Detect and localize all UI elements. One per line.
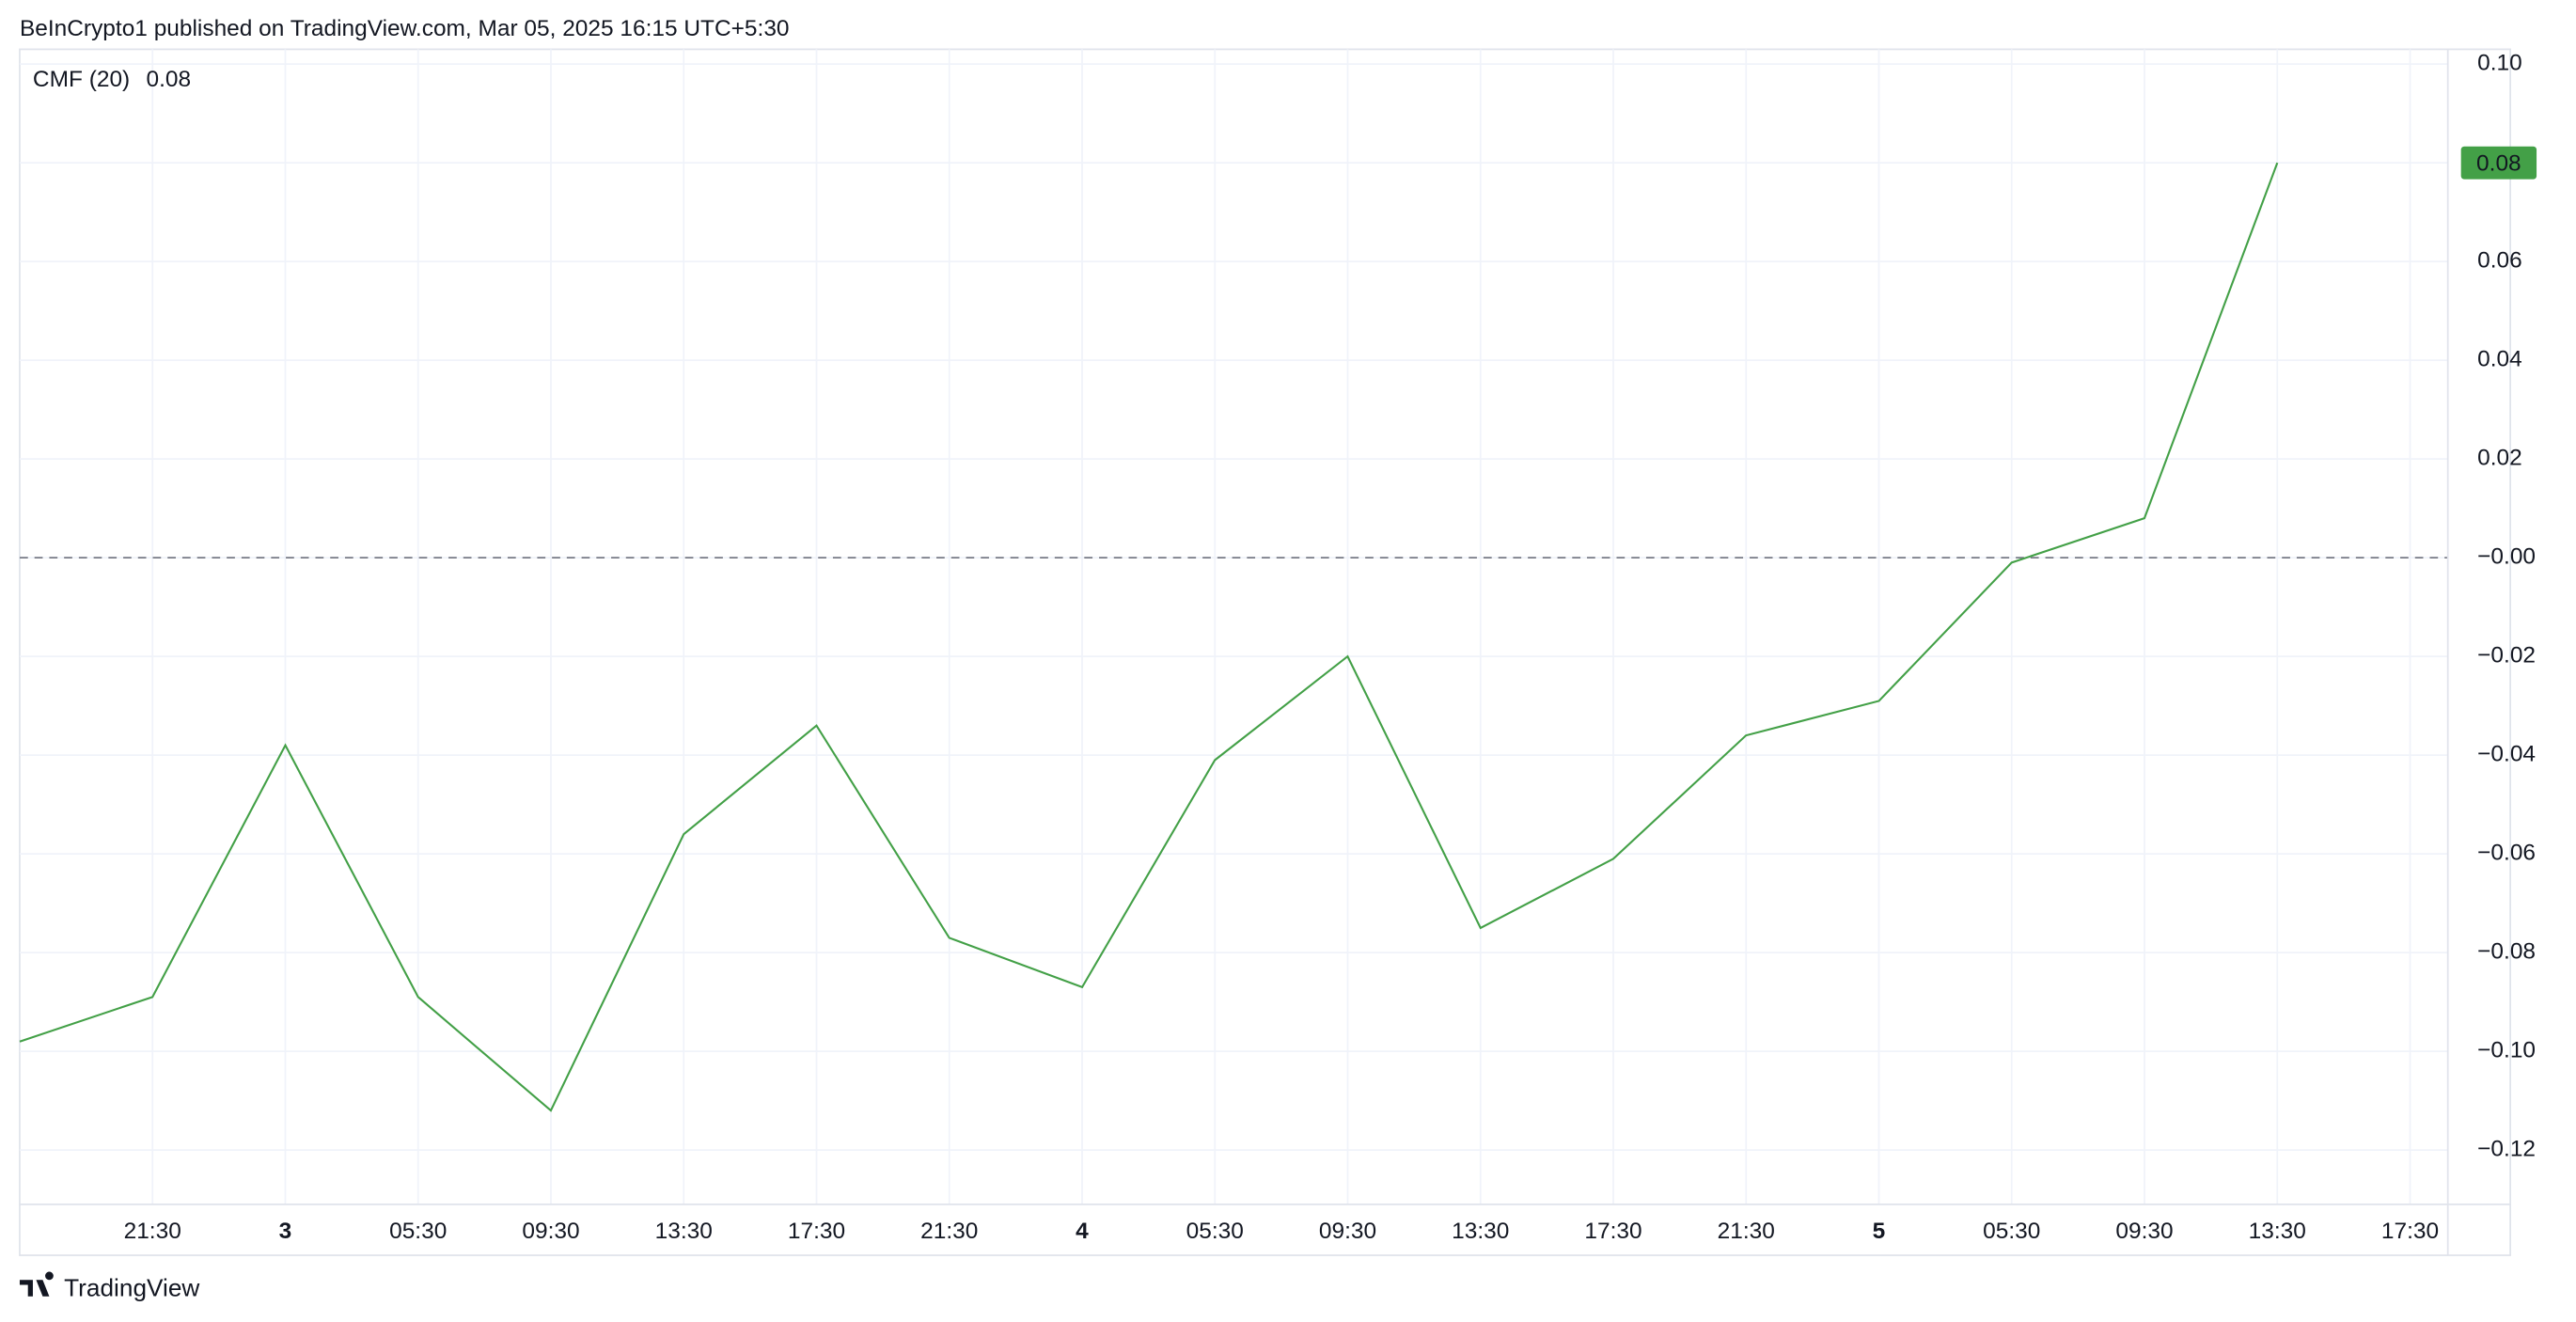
x-tick-label: 09:30 bbox=[522, 1219, 579, 1244]
x-tick-label: 4 bbox=[1076, 1219, 1089, 1244]
last-value-badge bbox=[2460, 146, 2537, 180]
x-tick-label: 13:30 bbox=[1452, 1219, 1509, 1244]
x-tick-label: 09:30 bbox=[1319, 1219, 1376, 1244]
x-tick-label: 13:30 bbox=[655, 1219, 713, 1244]
x-tick-label: 17:30 bbox=[1584, 1219, 1641, 1244]
x-tick-label: 17:30 bbox=[788, 1219, 845, 1244]
y-tick-label: −0.06 bbox=[2477, 841, 2536, 866]
grid bbox=[19, 49, 2448, 1204]
y-tick-label: −0.08 bbox=[2477, 939, 2536, 965]
plot bbox=[19, 162, 2448, 1112]
y-tick-label: −0.02 bbox=[2477, 643, 2536, 669]
y-tick-label: 0.10 bbox=[2477, 51, 2522, 76]
header: BeInCrypto1 published on TradingView.com… bbox=[20, 16, 790, 41]
x-tick-label: 13:30 bbox=[2249, 1219, 2306, 1244]
y-tick-label: 0.04 bbox=[2477, 347, 2522, 372]
x-tick-label: 05:30 bbox=[389, 1219, 447, 1244]
x-tick-label: 05:30 bbox=[1983, 1219, 2040, 1244]
chart-frame bbox=[19, 48, 2511, 1256]
x-tick-label: 3 bbox=[279, 1219, 292, 1244]
x-tick-label: 21:30 bbox=[1718, 1219, 1775, 1244]
indicator-value: 0.08 bbox=[147, 67, 192, 92]
x-tick-label: 17:30 bbox=[2381, 1219, 2439, 1244]
x-tick-label: 21:30 bbox=[124, 1219, 181, 1244]
y-tick-label: −0.00 bbox=[2477, 544, 2536, 570]
footer: TradingView bbox=[64, 1274, 199, 1302]
indicator-name: CMF (20) bbox=[33, 67, 130, 92]
last-value-label: 0.08 bbox=[2476, 150, 2521, 176]
y-tick-label: 0.06 bbox=[2477, 248, 2522, 274]
y-tick-label: −0.10 bbox=[2477, 1038, 2536, 1063]
x-tick-label: 05:30 bbox=[1186, 1219, 1244, 1244]
logo bbox=[19, 1271, 54, 1297]
x-tick-label: 09:30 bbox=[2115, 1219, 2173, 1244]
y-tick-label: −0.12 bbox=[2477, 1137, 2536, 1162]
y-tick-label: −0.04 bbox=[2477, 742, 2536, 767]
y-tick-label: 0.02 bbox=[2477, 446, 2522, 471]
x-tick-label: 5 bbox=[1873, 1219, 1886, 1244]
cmf-line bbox=[19, 162, 2279, 1112]
x-tick-label: 21:30 bbox=[920, 1219, 978, 1244]
